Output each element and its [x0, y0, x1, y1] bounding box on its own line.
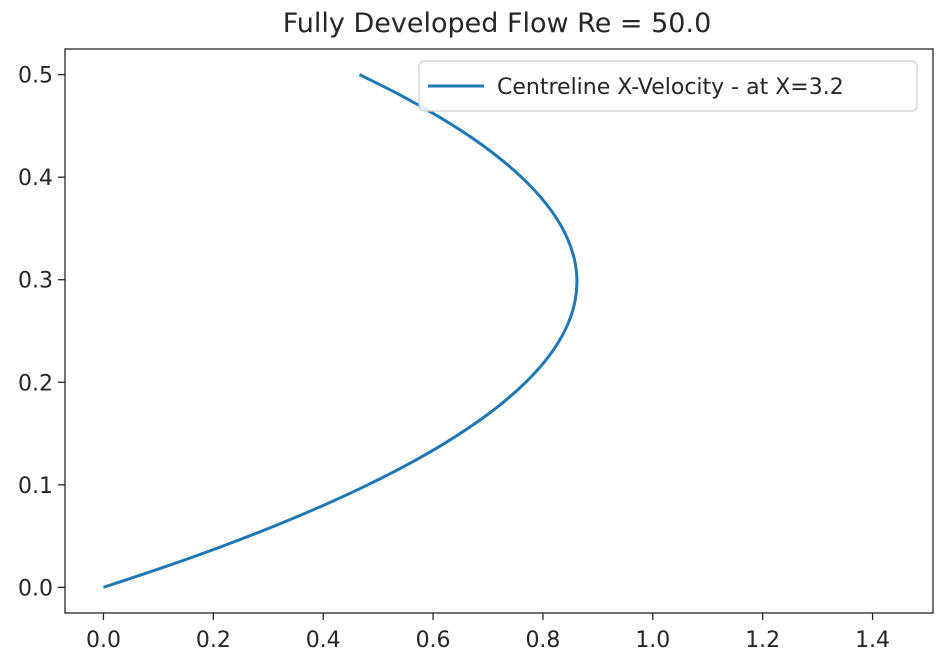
x-tick-label: 0.2: [196, 628, 231, 653]
x-tick-label: 0.4: [306, 628, 341, 653]
x-axis: 0.0 0.2 0.4 0.6 0.8 1.0 1.2 1.4: [86, 613, 890, 653]
y-tick-label: 0.2: [18, 371, 53, 396]
y-tick-label: 0.5: [18, 64, 53, 89]
x-tick-label: 1.0: [635, 628, 670, 653]
legend-entry-label: Centreline X-Velocity - at X=3.2: [497, 75, 844, 100]
y-axis: 0.0 0.1 0.2 0.3 0.4 0.5: [18, 64, 65, 601]
legend-box: [418, 60, 918, 112]
x-tick-label: 0.0: [86, 628, 121, 653]
plot-frame: [64, 48, 934, 614]
series-line-0: [102, 73, 579, 589]
y-tick-label: 0.0: [18, 576, 53, 601]
legend: Centreline X-Velocity - at X=3.2: [418, 60, 918, 112]
y-tick-label: 0.4: [18, 166, 53, 191]
x-tick-label: 0.6: [416, 628, 451, 653]
chart-title: Fully Developed Flow Re = 50.0: [283, 8, 712, 39]
series-layer: [102, 73, 579, 589]
x-tick-label: 1.4: [855, 628, 890, 653]
x-tick-label: 1.2: [745, 628, 780, 653]
x-tick-label: 0.8: [525, 628, 560, 653]
y-tick-label: 0.3: [18, 269, 53, 294]
y-tick-label: 0.1: [18, 474, 53, 499]
